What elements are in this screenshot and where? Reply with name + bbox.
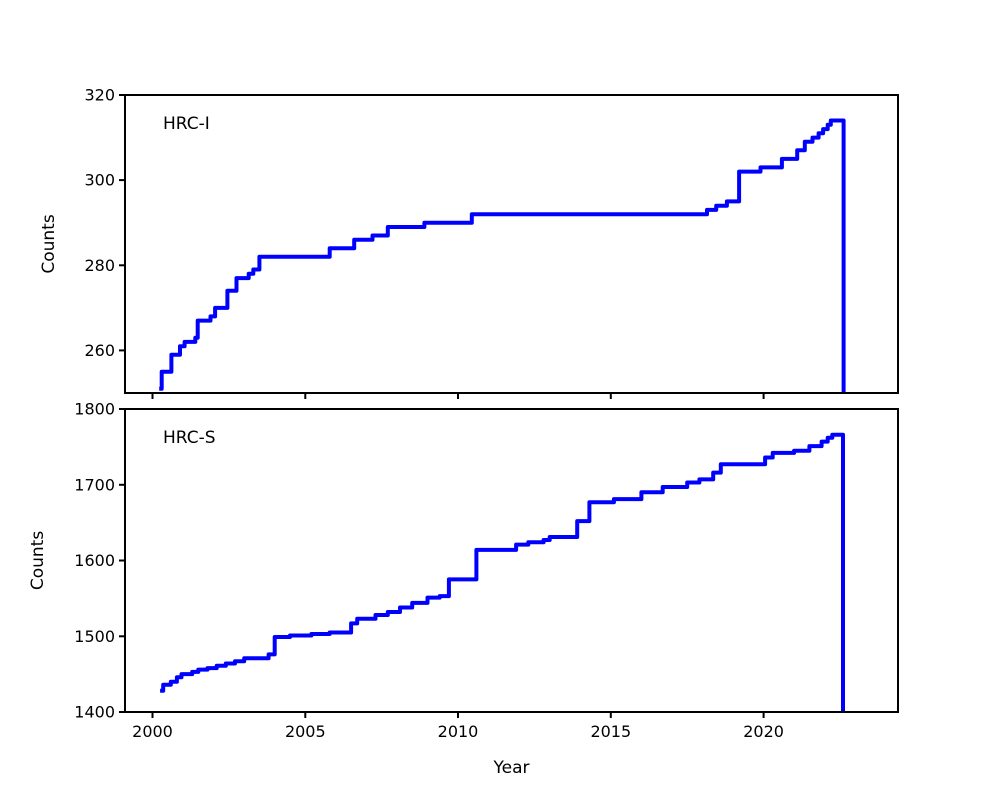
x-tick-label: 2005	[285, 722, 326, 741]
subplot-hrc-s: 2000 2005 2010 2015 2020 1400 1500 1600 1700 1800…	[28, 400, 899, 778]
y-axis-label: Counts	[39, 214, 59, 273]
y-tick-label: 1800	[74, 400, 115, 419]
y-tick-label: 280	[84, 256, 115, 275]
x-tick-label: 2015	[590, 722, 631, 741]
y-tick-label: 260	[84, 341, 115, 360]
subplot-annotation: HRC-S	[163, 428, 216, 448]
subplot-hrc-i: 260 280 300 320 Counts HRC-I	[39, 86, 899, 399]
y-tick-label: 1400	[74, 703, 115, 722]
subplot-annotation: HRC-I	[163, 114, 210, 134]
x-tick-label: 2010	[438, 722, 479, 741]
x-tick-label: 2000	[132, 722, 173, 741]
y-tick-label: 1600	[74, 551, 115, 570]
x-axis-label: Year	[493, 758, 530, 778]
y-tick-label: 320	[84, 86, 115, 105]
y-tick-label: 1500	[74, 627, 115, 646]
axes-frame	[124, 94, 899, 394]
y-tick-label: 300	[84, 171, 115, 190]
hrc-s-line	[160, 432, 845, 712]
y-tick-label: 1700	[74, 475, 115, 494]
y-axis-label: Counts	[28, 531, 48, 590]
x-tick-label: 2020	[743, 722, 784, 741]
hrc-i-line	[159, 118, 846, 393]
